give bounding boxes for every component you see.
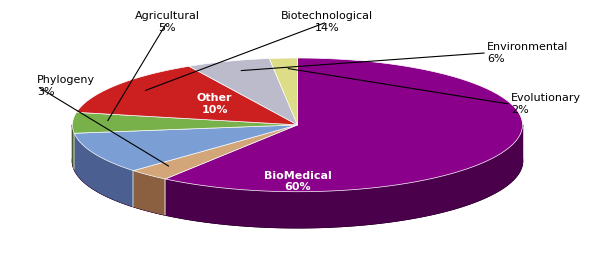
Text: Evolutionary
2%: Evolutionary 2% — [511, 94, 581, 115]
Polygon shape — [133, 171, 165, 215]
Polygon shape — [73, 124, 74, 169]
Polygon shape — [165, 58, 523, 192]
Polygon shape — [133, 125, 298, 179]
Polygon shape — [165, 124, 523, 228]
Polygon shape — [133, 171, 165, 215]
Text: Phylogeny
3%: Phylogeny 3% — [37, 75, 95, 97]
Polygon shape — [73, 94, 523, 228]
Text: Environmental
6%: Environmental 6% — [487, 42, 568, 64]
Polygon shape — [73, 125, 523, 228]
Polygon shape — [269, 58, 298, 125]
Text: Agricultural
5%: Agricultural 5% — [135, 11, 200, 33]
Text: BioMedical
60%: BioMedical 60% — [263, 171, 331, 192]
Text: Biotechnological
14%: Biotechnological 14% — [281, 11, 373, 33]
Text: Other
10%: Other 10% — [197, 94, 232, 115]
Polygon shape — [165, 124, 523, 228]
Polygon shape — [189, 58, 298, 125]
Polygon shape — [76, 66, 298, 125]
Polygon shape — [73, 112, 298, 133]
Polygon shape — [73, 124, 74, 169]
Polygon shape — [74, 133, 133, 207]
Polygon shape — [74, 125, 298, 171]
Polygon shape — [74, 133, 133, 207]
